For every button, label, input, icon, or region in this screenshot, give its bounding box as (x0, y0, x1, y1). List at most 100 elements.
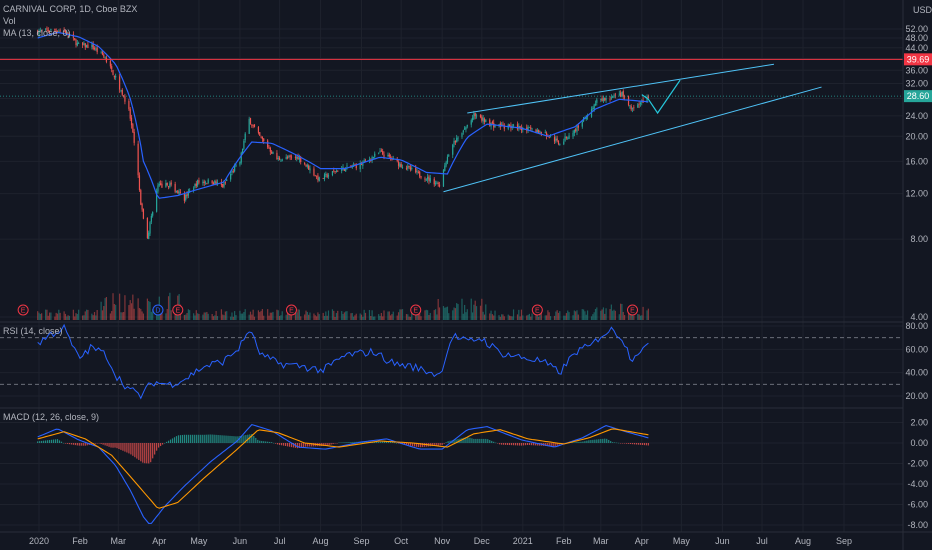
candle-body (445, 162, 447, 166)
macd-histogram-bar (447, 441, 449, 443)
macd-histogram-bar (633, 443, 636, 445)
candle-body (341, 168, 343, 172)
volume-bar (226, 311, 228, 320)
candle-body (573, 129, 575, 134)
candle-body (109, 60, 111, 67)
macd-histogram-bar (499, 443, 501, 445)
volume-bar (326, 315, 328, 320)
candle-body (289, 155, 291, 157)
candle-body (363, 160, 365, 163)
macd-histogram-bar (62, 442, 65, 444)
volume-bar (207, 313, 209, 320)
macd-histogram-bar (449, 440, 451, 443)
candle-body (442, 170, 445, 187)
volume-bar (387, 311, 389, 320)
macd-histogram-bar (45, 440, 47, 443)
earnings-marker (152, 304, 164, 316)
candle-body (160, 183, 162, 185)
macd-histogram-bar (229, 435, 231, 443)
volume-bar (453, 307, 455, 320)
volume-bar (452, 310, 454, 320)
candle-body (271, 151, 273, 154)
macd-histogram-bar (588, 440, 590, 443)
volume-bar (609, 309, 611, 320)
time-tick-label: Apr (635, 536, 649, 546)
earnings-marker-label: E (630, 308, 635, 315)
volume-bar (457, 304, 459, 320)
macd-histogram-bar (473, 438, 475, 443)
macd-legend[interactable]: MACD (12, 26, close, 9) (3, 412, 100, 422)
volume-bar (568, 312, 570, 320)
volume-bar (331, 309, 334, 320)
macd-histogram-bar (391, 442, 394, 443)
macd-histogram-bar (550, 443, 552, 447)
macd-histogram-bar (37, 441, 39, 443)
macd-histogram-bar (191, 434, 193, 443)
volume-bar (74, 316, 76, 320)
volume-bar (479, 305, 482, 320)
macd-histogram-bar (122, 443, 124, 451)
candle-body (512, 124, 515, 126)
currency-label[interactable]: USD (913, 5, 932, 15)
candle-body (420, 176, 422, 178)
volume-bar (122, 311, 125, 320)
rsi-legend[interactable]: RSI (14, close) (3, 326, 63, 336)
candle-body (429, 178, 431, 182)
candle-body (555, 138, 557, 141)
candle-body (540, 132, 542, 134)
volume-bar (573, 310, 575, 320)
candle-body (581, 121, 583, 127)
ma-line (37, 31, 649, 199)
macd-histogram-bar (259, 440, 261, 443)
ma-legend[interactable]: MA (13, close, 0) (3, 28, 71, 38)
macd-histogram-bar (132, 443, 134, 456)
candle-body (434, 183, 437, 185)
macd-histogram-bar (110, 443, 112, 448)
volume-bar (397, 312, 400, 320)
candle-body (47, 29, 49, 32)
candle-body (223, 182, 225, 187)
volume-bar (408, 316, 410, 320)
volume-bar (392, 311, 394, 320)
volume-bar (512, 309, 515, 320)
candle-body (382, 150, 384, 155)
candle-body (100, 52, 102, 54)
candle-body (416, 171, 418, 172)
macd-histogram-bar (364, 441, 366, 443)
time-tick-label: Mar (593, 536, 609, 546)
macd-histogram-bar (330, 443, 332, 445)
volume-bar (67, 315, 69, 320)
candle-body (372, 157, 375, 159)
candle-body (253, 124, 256, 127)
rsi-pane[interactable] (0, 323, 903, 400)
symbol-title[interactable]: CARNIVAL CORP, 1D, Cboe BZX (3, 4, 138, 14)
candle-body (101, 51, 104, 55)
volume-bar (545, 315, 548, 320)
vol-legend[interactable]: Vol (3, 16, 16, 26)
macd-histogram-bar (60, 441, 63, 443)
volume-bar (63, 311, 65, 320)
volume-bar (230, 316, 232, 320)
candle-body (556, 138, 558, 141)
volume-bar (586, 310, 589, 320)
volume-bar (170, 310, 172, 320)
volume-bar (399, 309, 401, 320)
volume-bar (146, 298, 148, 320)
candle-body (479, 115, 482, 118)
macd-pane[interactable] (37, 423, 649, 524)
candle-body (244, 133, 246, 140)
volume-bar (507, 314, 509, 320)
volume-bar (622, 311, 624, 320)
time-tick-label: Feb (556, 536, 572, 546)
price-pane[interactable] (0, 26, 903, 240)
candle-body (152, 212, 154, 216)
macd-histogram-bar (397, 443, 400, 444)
macd-histogram-bar (41, 440, 43, 443)
macd-histogram-bar (477, 438, 479, 443)
candle-body (535, 129, 537, 133)
candle-body (54, 29, 56, 31)
volume-bar (267, 309, 269, 320)
macd-histogram-bar (441, 443, 443, 446)
volume-bar (565, 313, 568, 320)
